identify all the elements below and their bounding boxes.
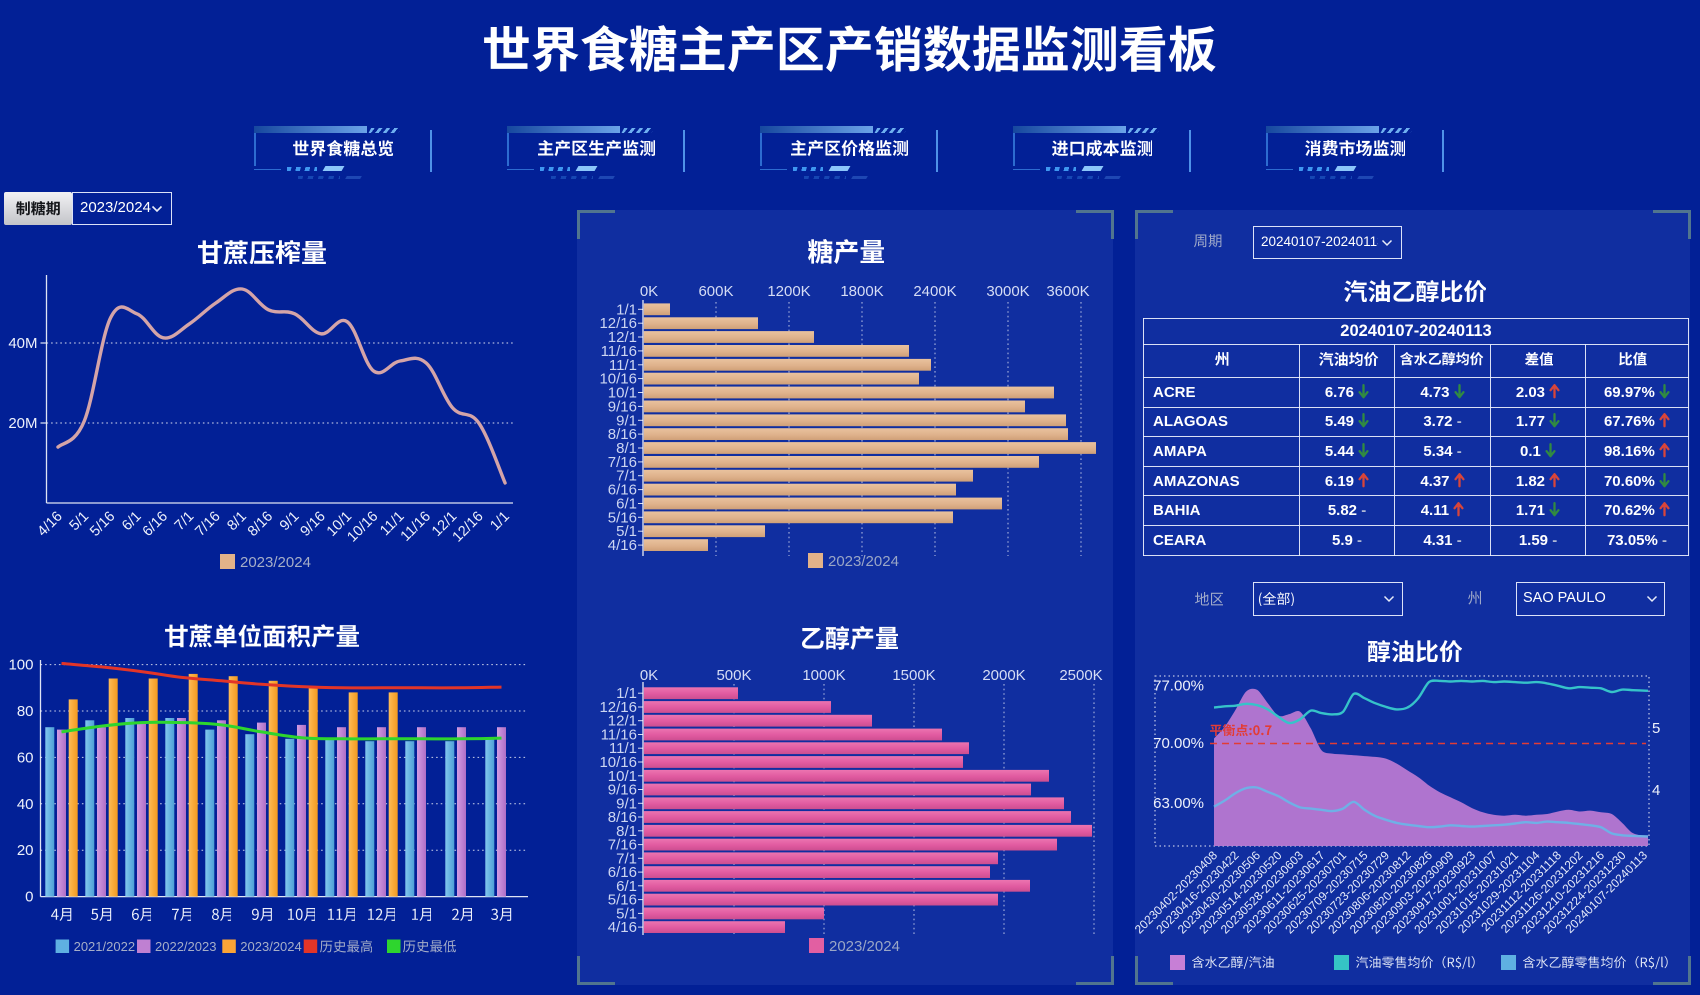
- svg-text:12/16: 12/16: [599, 315, 637, 332]
- svg-text:10/1: 10/1: [608, 385, 637, 402]
- svg-text:11/16: 11/16: [601, 727, 637, 744]
- svg-text:3000K: 3000K: [986, 283, 1029, 300]
- svg-text:4/16: 4/16: [35, 509, 66, 540]
- svg-text:8/1: 8/1: [616, 823, 637, 840]
- svg-text:9/1: 9/1: [616, 412, 637, 429]
- svg-text:11/16: 11/16: [398, 509, 434, 545]
- svg-text:6/1: 6/1: [616, 496, 637, 513]
- svg-text:10/16: 10/16: [599, 754, 637, 771]
- svg-text:3600K: 3600K: [1046, 283, 1089, 300]
- svg-text:5/16: 5/16: [87, 509, 118, 540]
- svg-text:4: 4: [1652, 782, 1660, 799]
- svg-text:7/1: 7/1: [616, 468, 637, 485]
- svg-text:8/16: 8/16: [608, 426, 637, 443]
- svg-text:12/16: 12/16: [599, 699, 637, 716]
- svg-text:2023/2024: 2023/2024: [828, 553, 899, 570]
- svg-text:2023/2024: 2023/2024: [240, 554, 311, 571]
- svg-text:6/16: 6/16: [608, 482, 637, 499]
- svg-text:7/16: 7/16: [192, 509, 223, 540]
- svg-text:9/16: 9/16: [298, 509, 329, 540]
- svg-text:1200K: 1200K: [767, 283, 810, 300]
- svg-text:20: 20: [17, 842, 34, 859]
- svg-text:1500K: 1500K: [892, 667, 935, 684]
- svg-text:500K: 500K: [716, 667, 751, 684]
- svg-text:40M: 40M: [8, 335, 37, 352]
- svg-text:6/16: 6/16: [140, 509, 171, 540]
- svg-text:600K: 600K: [698, 283, 733, 300]
- svg-text:11/1: 11/1: [609, 357, 637, 374]
- svg-text:11/16: 11/16: [601, 343, 637, 360]
- svg-text:12/1: 12/1: [608, 329, 637, 346]
- svg-text:80: 80: [17, 703, 34, 720]
- svg-text:7/1: 7/1: [616, 850, 637, 867]
- svg-text:2023/2024: 2023/2024: [829, 938, 900, 955]
- svg-text:2022/2023: 2022/2023: [155, 939, 216, 954]
- svg-text:0: 0: [25, 889, 33, 906]
- svg-text:100: 100: [8, 657, 33, 674]
- svg-text:10/16: 10/16: [599, 371, 637, 388]
- svg-text:0K: 0K: [640, 283, 658, 300]
- svg-text:4/16: 4/16: [608, 537, 637, 554]
- svg-text:8/16: 8/16: [245, 509, 276, 540]
- svg-text:2021/2022: 2021/2022: [74, 939, 135, 954]
- svg-text:1000K: 1000K: [802, 667, 845, 684]
- svg-text:63.00%: 63.00%: [1153, 795, 1204, 812]
- svg-text:5/1: 5/1: [616, 905, 637, 922]
- svg-text:20M: 20M: [8, 415, 37, 432]
- svg-text:1/1: 1/1: [616, 685, 637, 702]
- svg-text:9/16: 9/16: [608, 398, 637, 415]
- svg-text:9/16: 9/16: [608, 782, 637, 799]
- svg-text:1/1: 1/1: [616, 301, 637, 318]
- svg-text:5/1: 5/1: [616, 523, 637, 540]
- svg-text:7/16: 7/16: [608, 454, 637, 471]
- svg-text:11/1: 11/1: [609, 740, 637, 757]
- svg-text:2000K: 2000K: [982, 667, 1025, 684]
- svg-text:10/1: 10/1: [608, 768, 637, 785]
- svg-text:7/16: 7/16: [608, 837, 637, 854]
- svg-text:6/1: 6/1: [616, 878, 637, 895]
- svg-text:12/1: 12/1: [608, 713, 637, 730]
- svg-text:70.00%: 70.00%: [1153, 735, 1204, 752]
- svg-text:2023/2024: 2023/2024: [240, 939, 301, 954]
- svg-text:6/16: 6/16: [608, 864, 637, 881]
- svg-text:10/16: 10/16: [344, 509, 381, 546]
- svg-text:77.00%: 77.00%: [1153, 678, 1204, 695]
- svg-text:8/1: 8/1: [616, 440, 637, 457]
- svg-text:1800K: 1800K: [840, 283, 883, 300]
- svg-text:9/1: 9/1: [616, 795, 637, 812]
- svg-text:1/1: 1/1: [487, 509, 513, 535]
- svg-text:8/16: 8/16: [608, 809, 637, 826]
- svg-text:5/16: 5/16: [608, 509, 637, 526]
- svg-text:60: 60: [17, 749, 34, 766]
- svg-text:2500K: 2500K: [1059, 667, 1102, 684]
- svg-text:4/16: 4/16: [608, 919, 637, 936]
- svg-text:40: 40: [17, 796, 34, 813]
- svg-text:2400K: 2400K: [913, 283, 956, 300]
- svg-text:5/16: 5/16: [608, 892, 637, 909]
- svg-text:0K: 0K: [640, 667, 658, 684]
- svg-text:5: 5: [1652, 720, 1660, 737]
- svg-text:12/16: 12/16: [450, 509, 487, 546]
